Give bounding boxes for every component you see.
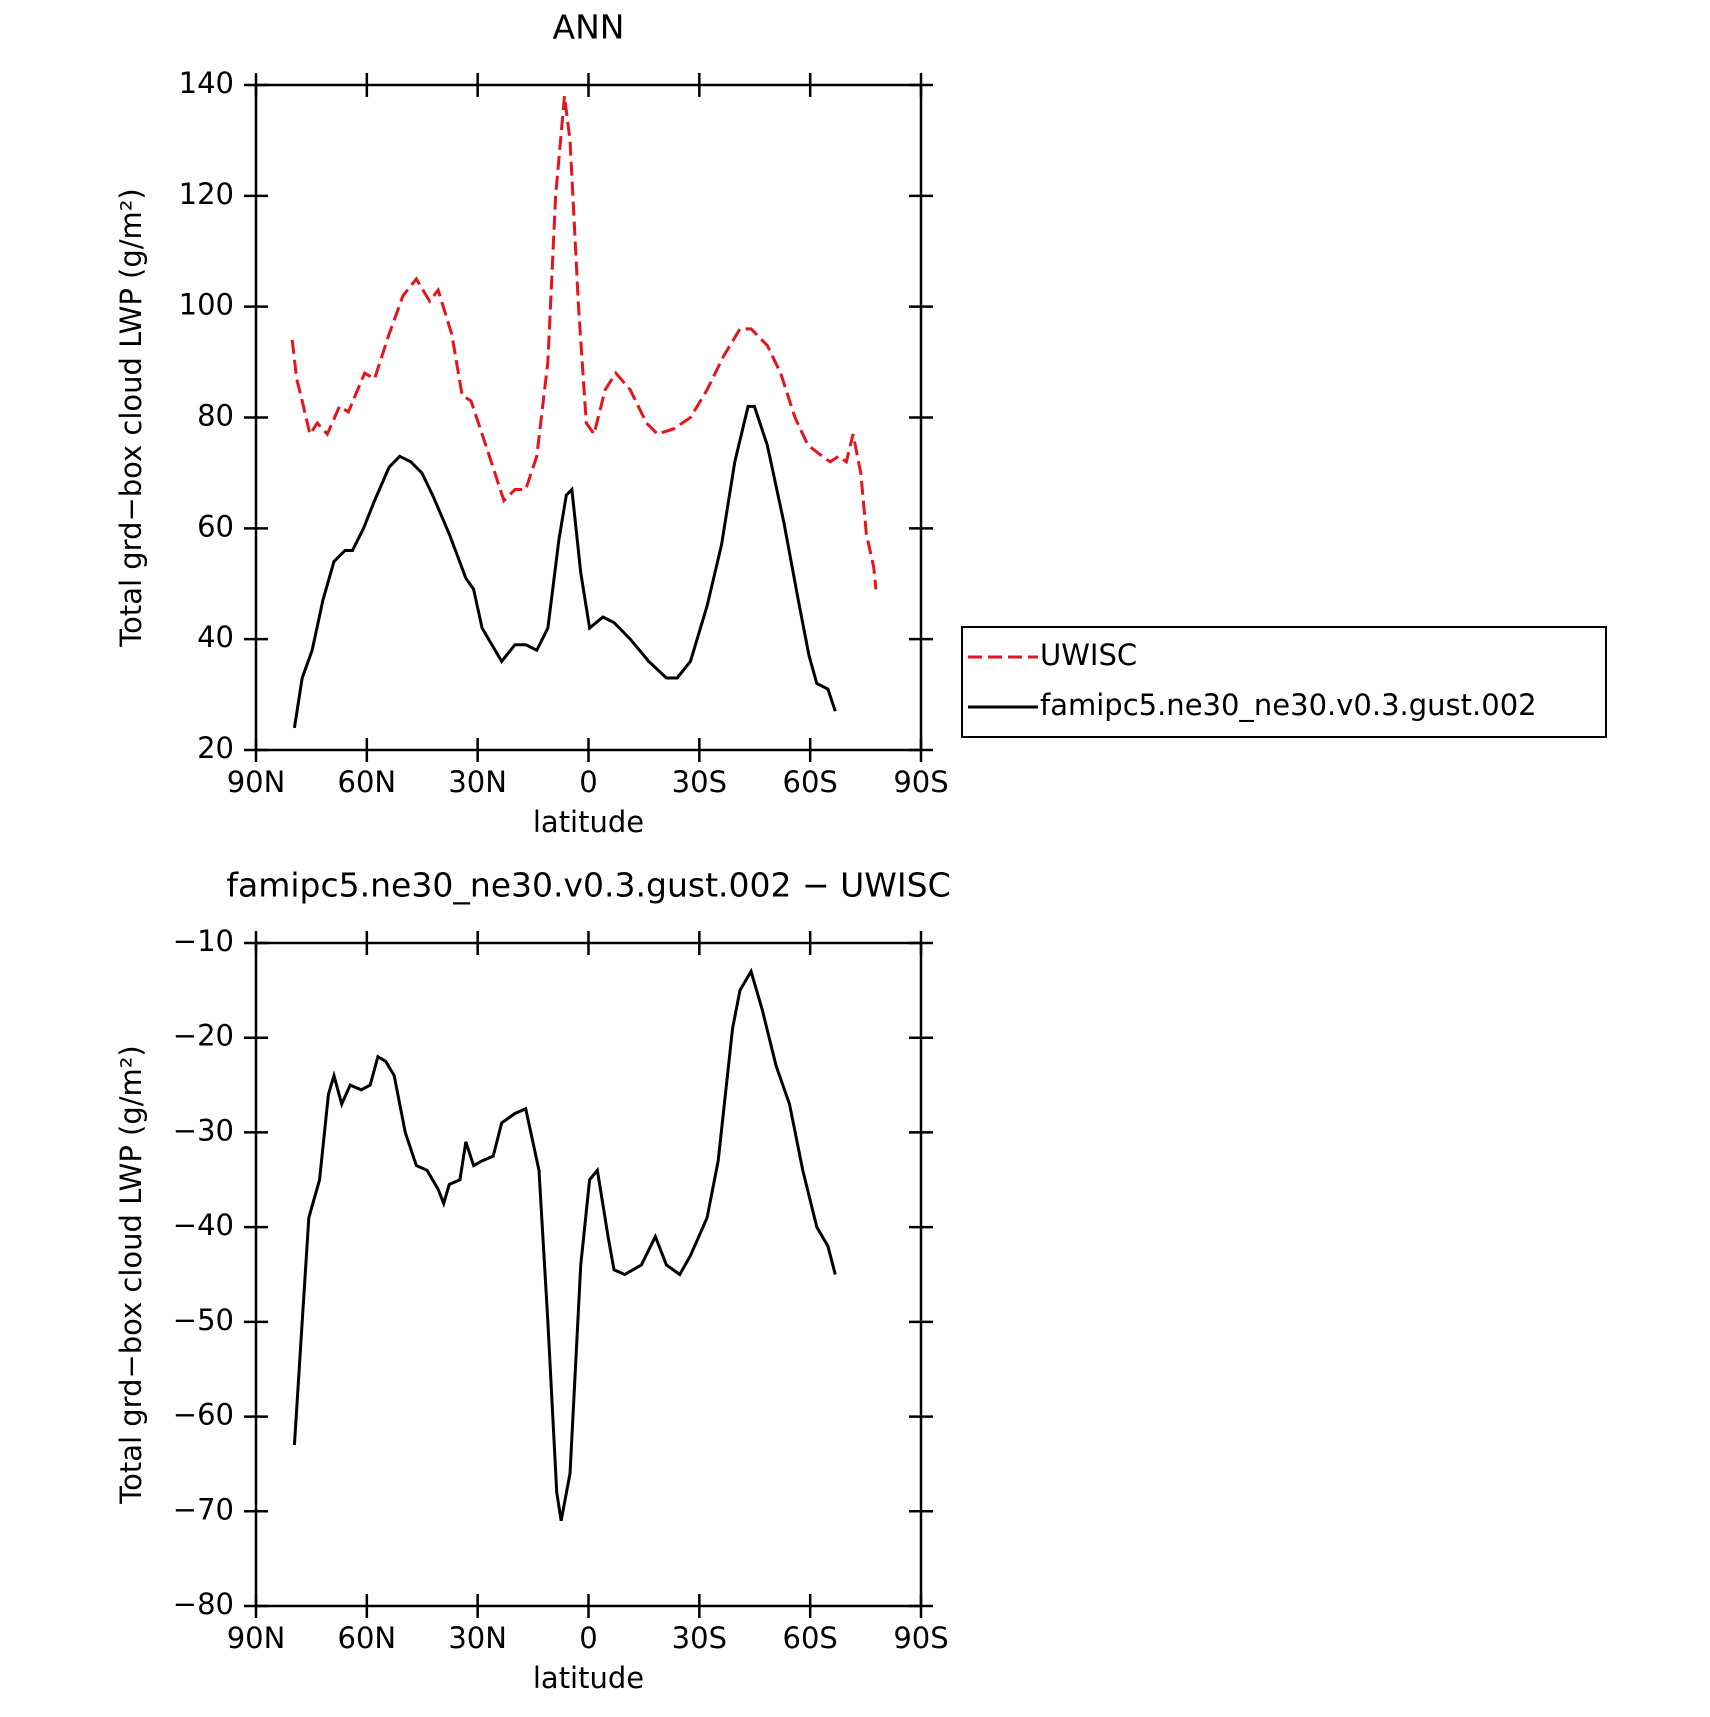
y-axis-label: Total grd−box cloud LWP (g/m²) — [114, 1045, 148, 1504]
x-tick-label: 60S — [783, 765, 838, 799]
x-tick-label: 30S — [672, 765, 727, 799]
y-tick-label: −10 — [173, 924, 234, 958]
y-tick-label: 60 — [197, 509, 234, 543]
x-axis-label: latitude — [533, 805, 644, 839]
x-tick-label: 90S — [893, 765, 948, 799]
y-tick-label: 20 — [197, 731, 234, 765]
chart-title: ANN — [553, 8, 625, 47]
y-tick-label: −40 — [173, 1208, 234, 1242]
y-tick-label: −30 — [173, 1113, 234, 1147]
x-tick-label: 30N — [448, 1621, 507, 1655]
x-tick-label: 90N — [227, 765, 286, 799]
data-line — [292, 404, 837, 729]
chart-title: famipc5.ne30_ne30.v0.3.gust.002 − UWISC — [226, 866, 950, 905]
x-tick-label: 30S — [672, 1621, 727, 1655]
x-tick-label: 90N — [227, 1621, 286, 1655]
x-tick-label: 30N — [448, 765, 507, 799]
legend-box — [961, 626, 1607, 738]
data-line — [290, 95, 878, 590]
y-tick-label: −60 — [173, 1398, 234, 1432]
data-line — [292, 967, 837, 1522]
x-axis-label: latitude — [533, 1661, 644, 1695]
y-tick-label: −50 — [173, 1303, 234, 1337]
legend-label: UWISC — [1040, 638, 1137, 672]
y-axis-label: Total grd−box cloud LWP (g/m²) — [114, 188, 148, 647]
x-tick-label: 90S — [893, 1621, 948, 1655]
y-tick-label: 100 — [179, 288, 234, 322]
y-tick-label: 80 — [197, 399, 234, 433]
y-tick-label: 140 — [179, 66, 234, 100]
y-tick-label: −20 — [173, 1019, 234, 1053]
x-tick-label: 60S — [783, 1621, 838, 1655]
x-tick-label: 0 — [579, 765, 597, 799]
x-tick-label: 60N — [338, 765, 397, 799]
plot-frame — [254, 941, 923, 1608]
y-tick-label: 120 — [179, 177, 234, 211]
x-tick-label: 60N — [338, 1621, 397, 1655]
plot-frame — [254, 83, 923, 752]
y-tick-label: −80 — [173, 1587, 234, 1621]
x-tick-label: 0 — [579, 1621, 597, 1655]
y-tick-label: 40 — [197, 620, 234, 654]
legend-label: famipc5.ne30_ne30.v0.3.gust.002 — [1040, 688, 1537, 722]
y-tick-label: −70 — [173, 1492, 234, 1526]
